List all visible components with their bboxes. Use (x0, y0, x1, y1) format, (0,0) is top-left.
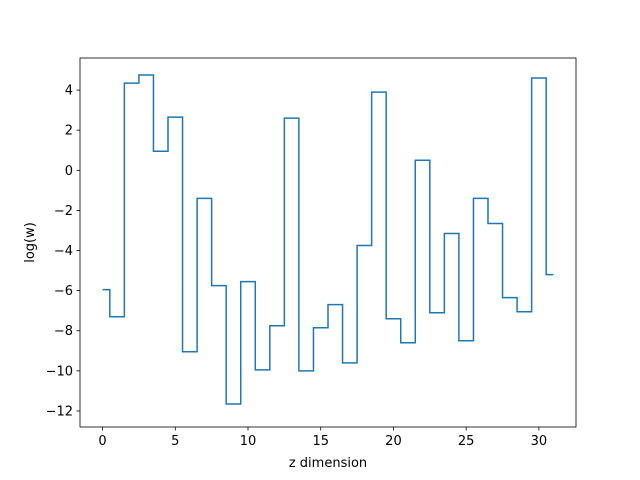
x-axis-label: z dimension (289, 456, 367, 471)
y-tick-label: 4 (65, 84, 73, 99)
y-tick-label: −10 (46, 364, 73, 379)
x-tick-label: 30 (531, 434, 548, 449)
y-tick-label: 0 (65, 164, 73, 179)
y-tick-label: −6 (54, 284, 73, 299)
x-tick-label: 15 (312, 434, 329, 449)
x-tick-label: 10 (240, 434, 257, 449)
axes: 0 5 10 15 20 25 30 −12 −10 −8 −6 −4 −2 0 2 4 (46, 57, 577, 449)
plot-area (102, 74, 554, 405)
y-tick-label: −8 (54, 324, 73, 339)
y-tick-label: −12 (46, 404, 73, 419)
y-tick-label: −2 (54, 204, 73, 219)
series-line-0 (102, 74, 554, 405)
y-axis-label: log(w) (23, 222, 38, 263)
y-tick-label: 2 (65, 124, 73, 139)
y-tick-label: −4 (54, 244, 73, 259)
x-tick-label: 20 (385, 434, 402, 449)
x-tick-label: 0 (98, 434, 106, 449)
x-tick-label: 5 (171, 434, 179, 449)
x-tick-label: 25 (458, 434, 475, 449)
axes-frame (79, 57, 577, 428)
